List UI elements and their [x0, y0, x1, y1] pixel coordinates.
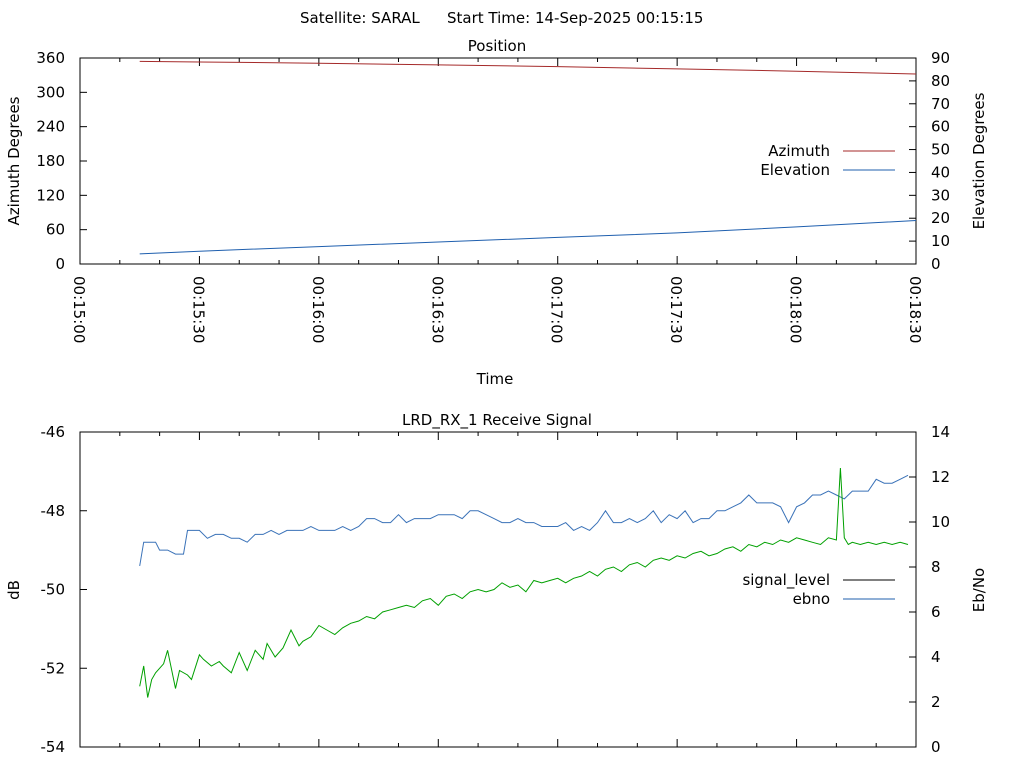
db-axis-label: dB [5, 580, 23, 600]
db-tick-label: -54 [41, 738, 66, 756]
start-time-label: Start Time: 14-Sep-2025 00:15:15 [447, 9, 703, 27]
el-tick-label: 60 [931, 118, 950, 136]
el-tick-label: 10 [931, 232, 950, 250]
db-tick-label: -46 [41, 423, 66, 441]
el-tick-label: 70 [931, 95, 950, 113]
az-tick-label: 240 [36, 118, 65, 136]
el-tick-label: 0 [931, 255, 941, 273]
time-tick-label: 00:17:30 [667, 276, 685, 343]
time-tick-label: 00:16:00 [309, 276, 327, 343]
position-chart: Position Azimuth Degrees Elevation Degre… [5, 37, 988, 388]
receive-signal-title: LRD_RX_1 Receive Signal [402, 411, 592, 430]
time-tick-label: 00:16:30 [428, 276, 446, 343]
ebno-tick-label: 0 [931, 738, 941, 756]
receive-series [139, 467, 909, 698]
ebno-tick-label: 12 [931, 468, 950, 486]
ebno-tick-label: 6 [931, 603, 941, 621]
az-tick-label: 360 [36, 49, 65, 67]
receive-tick-labels: -54 -52 -50 -48 -46 0 2 4 6 8 10 12 14 [41, 423, 951, 756]
azimuth-axis-label: Azimuth Degrees [5, 96, 23, 225]
receive-signal-chart: LRD_RX_1 Receive Signal dB Eb/No -54-52-… [5, 411, 988, 756]
ebno-axis-label: Eb/No [970, 568, 988, 612]
receive-ticks [79, 431, 917, 748]
position-legend: Azimuth Elevation [760, 142, 895, 179]
receive-plot-frame [79, 431, 917, 748]
el-tick-label: 90 [931, 49, 950, 67]
position-tick-labels: 0 60 120 180 240 300 360 0 10 20 30 40 50 60 70 80 90 00:… [36, 49, 950, 343]
elevation-axis-label: Elevation Degrees [970, 92, 988, 229]
legend-elevation-label: Elevation [760, 161, 830, 179]
received-db-trace [139, 474, 909, 566]
ebno-tick-label: 4 [931, 648, 941, 666]
legend-ebno-label: ebno [793, 590, 830, 608]
ebno-tick-label: 10 [931, 513, 950, 531]
time-tick-label: 00:18:30 [906, 276, 924, 343]
time-tick-label: 00:15:30 [189, 276, 207, 343]
db-tick-label: -50 [41, 581, 66, 599]
azimuth-line [139, 60, 917, 75]
az-tick-label: 60 [46, 221, 65, 239]
time-tick-label: 00:18:00 [787, 276, 805, 343]
el-tick-label: 30 [931, 186, 950, 204]
time-tick-label: 00:15:00 [70, 276, 88, 343]
db-tick-label: -48 [41, 502, 66, 520]
az-tick-label: 120 [36, 186, 65, 204]
az-tick-label: 180 [36, 152, 65, 170]
el-tick-label: 50 [931, 141, 950, 159]
ebno-tick-label: 14 [931, 423, 950, 441]
ebno-tick-label: 2 [931, 693, 941, 711]
legend-signal-level-label: signal_level [742, 571, 830, 590]
el-tick-label: 80 [931, 72, 950, 90]
ebno-tick-label: 8 [931, 558, 941, 576]
el-tick-label: 20 [931, 209, 950, 227]
elevation-line [139, 220, 917, 255]
legend-azimuth-label: Azimuth [768, 142, 830, 160]
el-tick-label: 40 [931, 163, 950, 181]
time-tick-label: 00:17:00 [548, 276, 566, 343]
ebno-trace [139, 467, 909, 698]
time-axis-label: Time [476, 370, 514, 388]
position-chart-title: Position [468, 37, 526, 55]
db-tick-label: -52 [41, 659, 66, 677]
receive-legend: signal_level ebno [742, 571, 895, 608]
az-tick-label: 300 [36, 83, 65, 101]
az-tick-label: 0 [55, 255, 65, 273]
position-series [139, 60, 917, 255]
position-ticks [79, 57, 917, 265]
satellite-label: Satellite: SARAL [300, 9, 420, 27]
